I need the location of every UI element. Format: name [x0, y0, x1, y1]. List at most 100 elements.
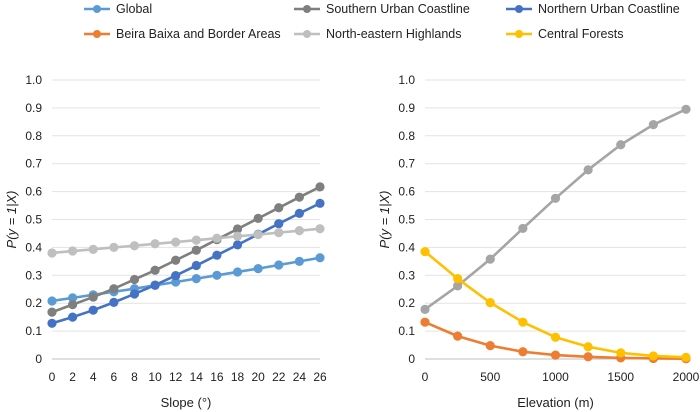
legend-swatch: [506, 5, 532, 13]
data-point: [191, 245, 201, 255]
legend-swatch: [294, 30, 320, 38]
y-tick-label: 0.6: [25, 185, 42, 199]
data-point: [212, 250, 222, 260]
y-axis-label: P(y = 1|X): [377, 191, 392, 249]
data-point: [150, 239, 160, 249]
data-point: [550, 193, 561, 203]
data-point: [232, 240, 243, 250]
legend-item-beira-baixa-and-border-areas: Beira Baixa and Border Areas: [84, 27, 281, 41]
x-tick-label: 1000: [542, 370, 569, 384]
data-point: [191, 235, 201, 245]
data-point: [420, 246, 430, 257]
x-tick-label: 0: [422, 370, 429, 384]
chart-panel-2: 0 0.1 0.2 0.3 0.4 0.5 0.6 0.7 0.8 0.9 1.0 0 500 1000 1…: [377, 73, 700, 410]
y-tick-label: 0.9: [25, 101, 42, 115]
legend-swatch: [84, 30, 110, 38]
data-point: [648, 120, 658, 130]
y-tick-label: 0.8: [398, 129, 415, 143]
x-tick-label: 20: [251, 370, 265, 384]
data-point: [68, 246, 78, 256]
data-point: [274, 203, 284, 213]
y-tick-label: 0.2: [398, 296, 415, 310]
data-point: [171, 237, 181, 247]
data-point: [294, 192, 304, 202]
x-tick-label: 10: [148, 370, 162, 384]
y-tick-label: 0.5: [25, 213, 42, 227]
data-point: [518, 317, 528, 327]
x-axis-label: Elevation (m): [517, 395, 594, 410]
data-point: [420, 317, 430, 327]
data-point: [253, 264, 263, 274]
legend-label: Beira Baixa and Border Areas: [116, 27, 281, 41]
data-point: [518, 223, 528, 234]
x-tick-label: 1500: [607, 370, 634, 384]
y-tick-label: 0.5: [398, 213, 415, 227]
data-point: [294, 256, 304, 266]
x-tick-label: 24: [293, 370, 307, 384]
x-tick-label: 2: [69, 370, 76, 384]
data-point: [550, 332, 561, 342]
legend-label: Northern Urban Coastline: [538, 2, 680, 16]
data-point: [68, 312, 78, 322]
data-point: [129, 289, 140, 299]
legend-label: North-eastern Highlands: [326, 27, 462, 41]
data-point: [47, 248, 57, 258]
y-tick-label: 1.0: [398, 73, 415, 87]
y-tick-label: 0.3: [25, 268, 42, 282]
x-tick-label: 500: [480, 370, 500, 384]
x-tick-label: 18: [231, 370, 245, 384]
data-point: [583, 342, 593, 352]
x-tick-label: 12: [169, 370, 183, 384]
data-point: [274, 219, 284, 229]
data-point: [191, 260, 201, 271]
data-point: [109, 242, 119, 252]
y-axis-label: P(y = 1|X): [4, 191, 19, 249]
data-point: [253, 213, 263, 223]
x-tick-label: 8: [131, 370, 138, 384]
data-point: [150, 280, 160, 290]
y-tick-label: 0.1: [25, 324, 42, 338]
data-point: [485, 341, 495, 351]
data-point: [315, 224, 325, 234]
data-point: [232, 231, 243, 241]
data-point: [109, 297, 119, 307]
data-point: [485, 254, 495, 264]
legend-item-global: Global: [84, 2, 152, 16]
data-point: [88, 305, 98, 315]
data-point: [88, 292, 98, 302]
data-point: [583, 165, 593, 175]
series-line: [424, 108, 687, 311]
y-tick-label: 0.7: [25, 157, 42, 171]
data-point: [68, 299, 78, 310]
data-point: [129, 241, 140, 251]
data-point: [129, 274, 140, 285]
y-tick-label: 0.6: [398, 185, 415, 199]
legend-label: Southern Urban Coastline: [326, 2, 470, 16]
data-point: [88, 244, 98, 254]
data-point: [212, 233, 222, 243]
data-point: [150, 265, 160, 275]
data-point: [648, 351, 658, 361]
y-tick-label: 0.4: [25, 240, 42, 254]
data-point: [109, 284, 119, 294]
data-point: [583, 352, 593, 362]
data-point: [681, 352, 691, 362]
x-tick-label: 2000: [673, 370, 700, 384]
data-point: [315, 182, 325, 192]
legend-label: Central Forests: [538, 27, 624, 41]
y-tick-label: 0.3: [398, 268, 415, 282]
series-central-forests: [420, 246, 691, 362]
data-point: [274, 228, 284, 238]
x-tick-label: 26: [313, 370, 327, 384]
legend-swatch: [84, 5, 110, 13]
y-tick-label: 0: [35, 352, 42, 366]
legend-swatch: [294, 5, 320, 13]
data-point: [68, 293, 78, 303]
legend-item-central-forests: Central Forests: [506, 27, 623, 41]
x-tick-label: 22: [272, 370, 286, 384]
data-point: [550, 350, 561, 360]
legend-item-southern-urban-coastline: Southern Urban Coastline: [294, 2, 470, 16]
x-tick-label: 4: [90, 370, 97, 384]
data-point: [212, 270, 222, 280]
